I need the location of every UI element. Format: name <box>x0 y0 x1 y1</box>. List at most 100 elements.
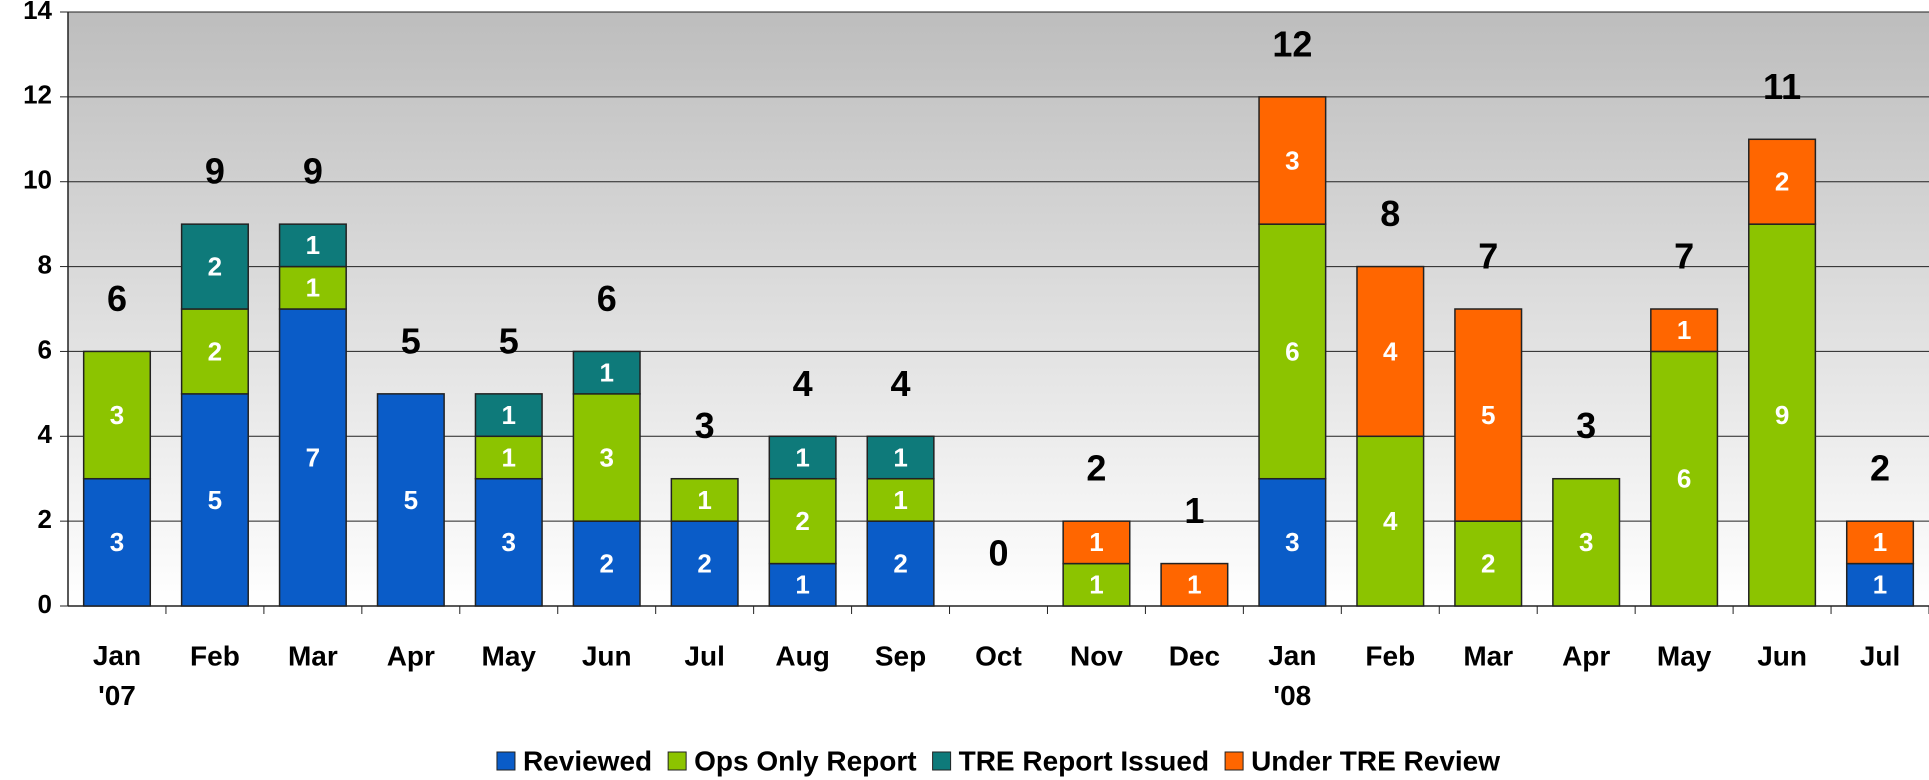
bar-segment <box>1454 308 1523 522</box>
bar-segment <box>1258 223 1327 480</box>
x-tick-label: Apr <box>1562 640 1610 671</box>
legend-label: Under TRE Review <box>1251 745 1500 776</box>
data-label: 7 <box>306 442 320 472</box>
bar-segment <box>768 477 837 565</box>
total-label: 0 <box>988 533 1008 574</box>
data-label: 5 <box>404 485 418 515</box>
bar-segment <box>474 393 543 438</box>
x-tick-label: Aug <box>775 640 829 671</box>
bar-segment <box>1160 562 1229 607</box>
bar-segment <box>1356 265 1425 438</box>
legend-swatch <box>496 751 516 771</box>
bar-segment <box>180 393 249 607</box>
y-tick-label: 10 <box>23 165 52 195</box>
bar-segment <box>180 223 249 310</box>
bar-segment <box>180 308 249 395</box>
bar-segment <box>1650 350 1719 607</box>
bar-segment <box>866 520 935 607</box>
bar-segment <box>376 393 445 607</box>
x-tick-label: Nov <box>1070 640 1123 671</box>
data-label: 4 <box>1383 336 1398 366</box>
bar-segment <box>866 477 935 522</box>
data-label: 2 <box>1481 548 1495 578</box>
legend-swatch <box>932 751 952 771</box>
x-tick-label: Jun <box>1757 640 1807 671</box>
x-tick-label: May <box>1657 640 1712 671</box>
x-tick-label: May <box>482 640 537 671</box>
bar-segment <box>768 562 837 607</box>
y-tick-label: 14 <box>23 0 52 25</box>
x-tick-label: Sep <box>875 640 926 671</box>
total-label: 1 <box>1184 490 1204 531</box>
data-label: 1 <box>1089 527 1103 557</box>
x-tick-label-line: '08 <box>1273 680 1311 711</box>
bar-segment <box>866 435 935 480</box>
data-label: 3 <box>599 442 613 472</box>
bar-segment <box>278 308 347 607</box>
x-tick-label: Oct <box>975 640 1022 671</box>
bar-segment <box>670 477 739 522</box>
data-label: 3 <box>502 527 516 557</box>
data-label: 5 <box>1481 400 1495 430</box>
x-tick-label: Jan '07 <box>93 640 141 711</box>
legend-label: Reviewed <box>523 745 652 776</box>
x-tick-label-line: '07 <box>98 680 136 711</box>
data-label: 1 <box>502 442 516 472</box>
data-label: 1 <box>1873 527 1887 557</box>
legend-swatch <box>1224 751 1244 771</box>
data-label: 1 <box>306 273 320 303</box>
x-tick-label: Feb <box>190 640 240 671</box>
total-label: 3 <box>1576 405 1596 446</box>
data-label: 1 <box>893 442 907 472</box>
data-label: 1 <box>1873 570 1887 600</box>
legend: Reviewed Ops Only Report TRE Report Issued… <box>496 745 1500 776</box>
total-label: 5 <box>401 320 421 361</box>
bar-segment <box>1258 96 1327 225</box>
x-tick-label: Dec <box>1169 640 1220 671</box>
plot-area <box>68 12 1929 606</box>
data-label: 2 <box>599 548 613 578</box>
x-tick-label: Jul <box>684 640 724 671</box>
y-tick-label: 2 <box>38 504 52 534</box>
data-label: 4 <box>1383 506 1398 536</box>
x-tick-label: Mar <box>1463 640 1513 671</box>
data-label: 1 <box>599 358 613 388</box>
y-tick-label: 4 <box>38 419 53 449</box>
total-label: 7 <box>1478 236 1498 277</box>
total-label: 2 <box>1086 448 1106 489</box>
bar-segment <box>670 520 739 607</box>
total-label: 2 <box>1870 448 1890 489</box>
data-label: 1 <box>1089 570 1103 600</box>
total-label: 7 <box>1674 236 1694 277</box>
x-tick-label: Feb <box>1365 640 1415 671</box>
bar-segment <box>1748 138 1817 225</box>
data-label: 2 <box>795 506 809 536</box>
data-label: 3 <box>110 527 124 557</box>
data-label: 3 <box>110 400 124 430</box>
bar-segment <box>1650 308 1719 353</box>
x-tick-label: Mar <box>288 640 338 671</box>
data-label: 2 <box>208 251 222 281</box>
x-tick-label: Apr <box>387 640 435 671</box>
data-label: 1 <box>697 485 711 515</box>
bar-segment <box>768 435 837 480</box>
total-label: 9 <box>303 151 323 192</box>
data-label: 1 <box>502 400 516 430</box>
data-label: 6 <box>1677 464 1691 494</box>
total-label: 9 <box>205 151 225 192</box>
bar-segment <box>474 477 543 607</box>
y-tick-label: 6 <box>38 334 52 364</box>
data-label: 5 <box>208 485 222 515</box>
data-label: 2 <box>893 548 907 578</box>
legend-label: Ops Only Report <box>694 745 916 776</box>
total-label: 4 <box>793 363 813 404</box>
x-tick-label: Jan '08 <box>1268 640 1316 711</box>
data-label: 1 <box>893 485 907 515</box>
total-label: 12 <box>1272 23 1312 64</box>
x-tick-label-line: Jan <box>93 640 141 671</box>
bar-segment <box>1258 477 1327 607</box>
y-tick-label: 0 <box>38 589 52 619</box>
data-label: 9 <box>1775 400 1789 430</box>
data-label: 3 <box>1285 527 1299 557</box>
